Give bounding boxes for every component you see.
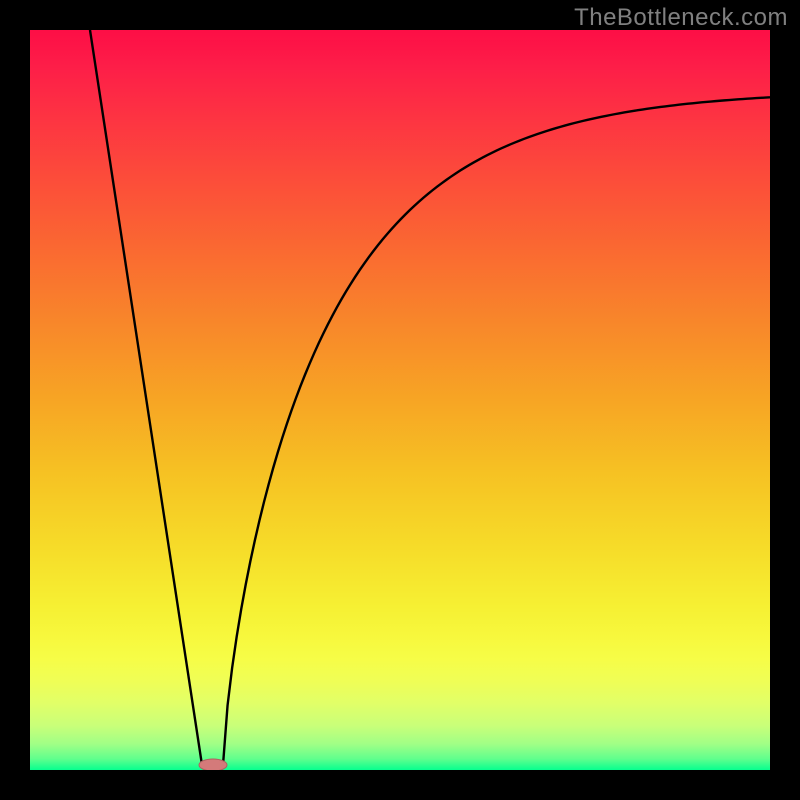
minimum-marker <box>199 759 227 770</box>
plot-area <box>30 30 770 770</box>
chart-svg <box>30 30 770 770</box>
gradient-background <box>30 30 770 770</box>
watermark-text: TheBottleneck.com <box>574 4 788 32</box>
chart-container: TheBottleneck.com <box>0 0 800 800</box>
